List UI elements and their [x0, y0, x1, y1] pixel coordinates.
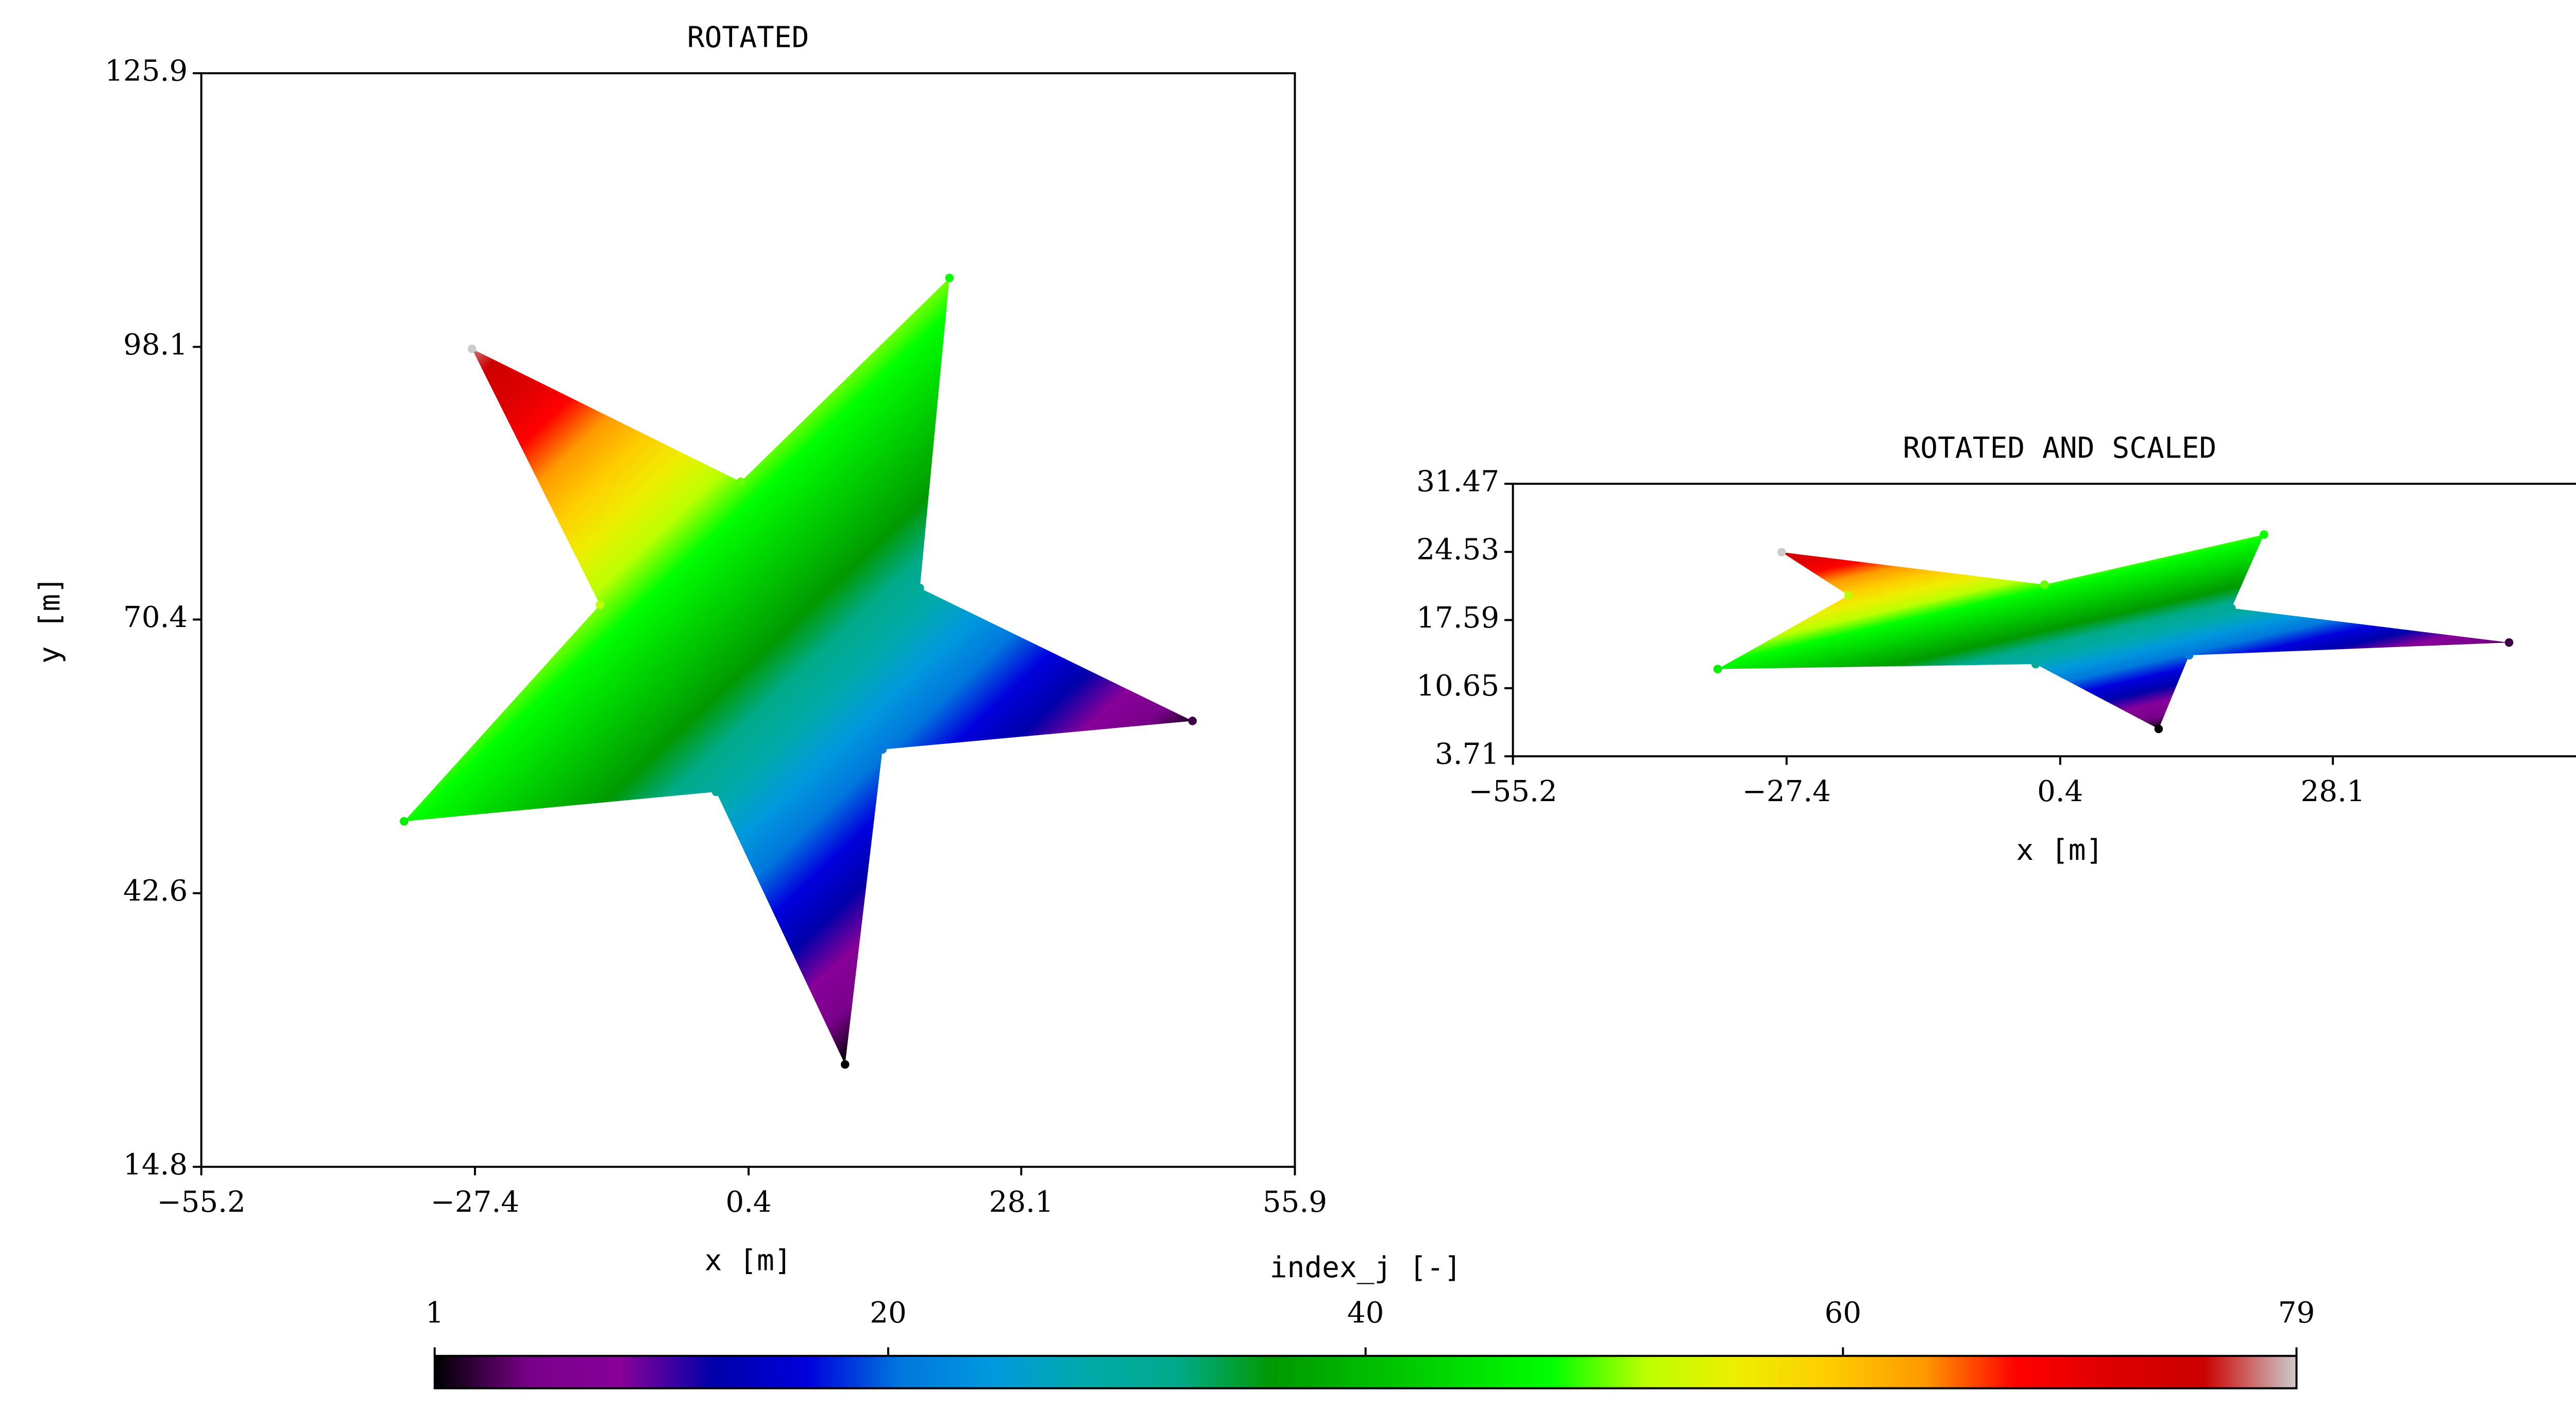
vertex-point [2184, 651, 2194, 660]
vertex-point [2154, 724, 2163, 734]
vertex-point [596, 600, 604, 609]
y-tick-label: 3.71 [1435, 737, 1499, 771]
vertex-point [1188, 717, 1197, 725]
vertex-point [1777, 548, 1786, 557]
y-tick-label: 24.53 [1416, 533, 1499, 567]
x-tick-label: 0.4 [725, 1185, 771, 1219]
y-tick-label: 10.65 [1416, 669, 1499, 703]
y-tick-label: 98.1 [123, 328, 188, 362]
vertex-point [2504, 638, 2514, 647]
chart-title: ROTATED [687, 21, 809, 55]
vertex-point [400, 817, 409, 826]
vertex-point [736, 477, 745, 486]
colorbar-tick-label: 20 [870, 1296, 907, 1330]
x-tick-label: −27.4 [1742, 775, 1831, 808]
x-tick-label: −27.4 [431, 1185, 519, 1219]
x-tick-label: −55.2 [1468, 775, 1557, 808]
y-tick-label: 31.47 [1416, 465, 1499, 498]
x-axis-label: x [m] [2016, 834, 2103, 867]
colorbar-tick-label: 40 [1347, 1296, 1384, 1330]
vertex-point [467, 344, 477, 353]
vertex-point [878, 745, 887, 754]
vertex-point [1844, 591, 1853, 600]
vertex-point [2040, 580, 2049, 589]
x-tick-label: 55.9 [2574, 775, 2576, 808]
x-tick-label: −55.2 [157, 1185, 246, 1219]
y-tick-label: 70.4 [123, 601, 188, 634]
vertex-point [2031, 659, 2040, 669]
vertex-point [916, 584, 924, 592]
y-axis-label: y [m] [33, 577, 66, 664]
x-tick-label: 0.4 [2037, 775, 2083, 808]
colorbar [433, 1354, 2298, 1389]
colorbar-tick-label: 1 [426, 1296, 444, 1330]
vertex-point [2260, 530, 2268, 539]
vertex-point [945, 274, 954, 282]
y-tick-label: 42.6 [123, 874, 188, 908]
y-tick-label: 125.9 [105, 55, 188, 88]
x-tick-label: 55.9 [1263, 1185, 1327, 1219]
star-area [1717, 534, 2510, 729]
star-area [404, 278, 1193, 1065]
vertex-point [1713, 665, 1722, 673]
x-tick-label: 28.1 [2301, 775, 2365, 808]
colorbar-label: index_j [-] [1270, 1251, 1462, 1284]
vertex-point [2227, 604, 2236, 613]
colorbar-tick-label: 79 [2278, 1296, 2315, 1330]
y-tick-label: 14.8 [123, 1148, 188, 1181]
vertex-point [840, 1060, 850, 1069]
y-tick-label: 17.59 [1416, 601, 1499, 635]
chart-title: ROTATED AND SCALED [1903, 431, 2216, 465]
colorbar-tick-label: 60 [1824, 1296, 1861, 1330]
vertex-point [711, 787, 721, 796]
x-tick-label: 28.1 [989, 1185, 1054, 1219]
x-axis-label: x [m] [704, 1244, 791, 1278]
